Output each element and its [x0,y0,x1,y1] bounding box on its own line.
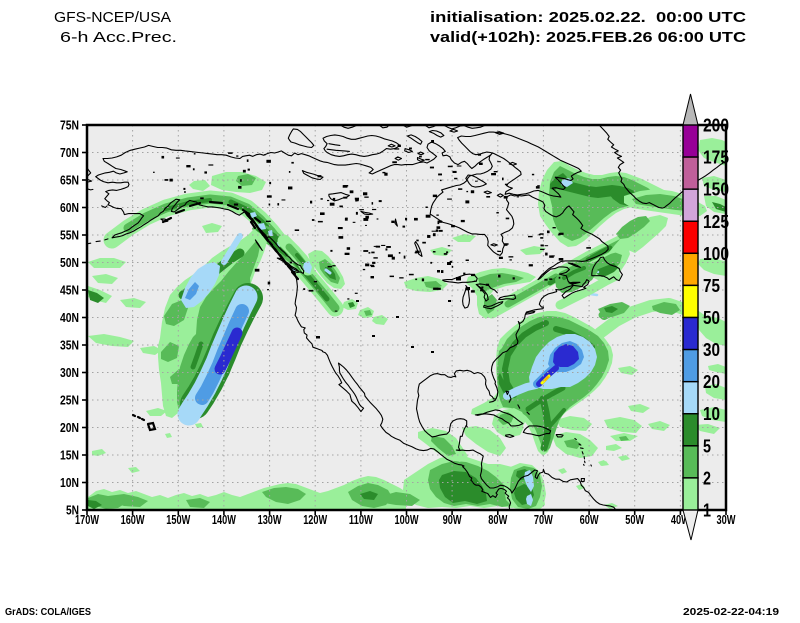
svg-text:60W: 60W [580,512,600,527]
svg-text:80W: 80W [488,512,508,527]
svg-text:6-h Acc.Prec.: 6-h Acc.Prec. [60,29,177,46]
svg-text:130W: 130W [258,512,283,527]
svg-text:30N: 30N [60,365,79,380]
svg-text:140W: 140W [212,512,237,527]
svg-text:70N: 70N [60,145,79,160]
svg-text:200: 200 [703,116,729,136]
svg-text:70W: 70W [534,512,554,527]
svg-text:5: 5 [703,436,711,456]
svg-text:110W: 110W [349,512,374,527]
svg-text:150W: 150W [166,512,191,527]
svg-text:65N: 65N [60,173,79,188]
svg-text:75: 75 [703,276,720,296]
svg-text:20: 20 [703,372,720,392]
svg-text:15N: 15N [60,448,79,463]
svg-text:160W: 160W [121,512,146,527]
svg-text:175: 175 [703,148,729,168]
svg-text:45N: 45N [60,283,79,298]
svg-text:GrADS: COLA/IGES: GrADS: COLA/IGES [5,607,91,618]
svg-text:55N: 55N [60,228,79,243]
svg-text:valid(+102h): 2025.FEB.26 06:0: valid(+102h): 2025.FEB.26 06:00 UTC [430,29,746,46]
svg-text:100: 100 [703,244,729,264]
svg-text:40N: 40N [60,310,79,325]
svg-text:75N: 75N [60,118,79,133]
svg-text:50N: 50N [60,255,79,270]
svg-text:25N: 25N [60,393,79,408]
svg-text:120W: 120W [303,512,328,527]
svg-text:125: 125 [703,212,729,232]
svg-text:30W: 30W [717,512,737,527]
svg-text:150: 150 [703,180,729,200]
svg-text:50: 50 [703,308,720,328]
svg-text:35N: 35N [60,338,79,353]
svg-text:2: 2 [703,468,711,488]
svg-text:170W: 170W [75,512,100,527]
svg-text:90W: 90W [443,512,463,527]
svg-text:30: 30 [703,340,720,360]
svg-text:1: 1 [703,501,711,521]
svg-text:10N: 10N [60,475,79,490]
svg-text:10: 10 [703,404,720,424]
svg-text:60N: 60N [60,200,79,215]
svg-text:20N: 20N [60,420,79,435]
svg-text:initialisation: 2025.02.22. 0: initialisation: 2025.02.22. 00:00 UTC [430,9,746,26]
svg-text:2025-02-22-04:19: 2025-02-22-04:19 [683,607,780,618]
svg-text:100W: 100W [395,512,420,527]
svg-text:GFS-NCEP/USA: GFS-NCEP/USA [54,9,171,26]
svg-text:5N: 5N [66,503,79,518]
svg-text:50W: 50W [625,512,645,527]
